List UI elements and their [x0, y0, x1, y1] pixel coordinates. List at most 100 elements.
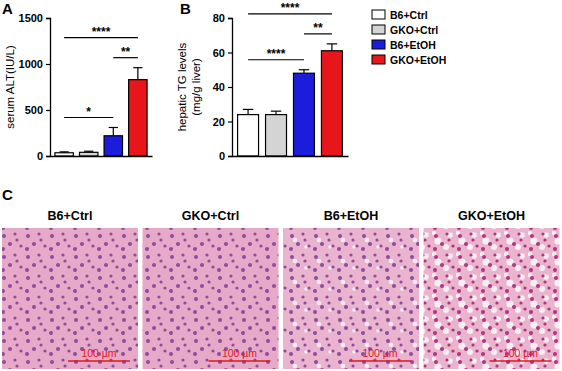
error-cap — [327, 43, 337, 44]
significance-label: ** — [313, 21, 323, 35]
significance-label: **** — [267, 47, 286, 61]
error-bar — [109, 127, 118, 135]
scale-bar-label: 100 µm — [503, 347, 538, 359]
error-bar — [299, 70, 309, 73]
legend-swatch — [372, 10, 385, 19]
legend-swatch — [372, 25, 385, 34]
y-axis-title: serum ALT(IU/L) — [4, 45, 16, 129]
y-tick-label: 0 — [37, 150, 43, 162]
y-tick-mark — [46, 156, 50, 157]
error-cap — [299, 69, 309, 70]
x-axis — [233, 156, 349, 157]
panel-label: C — [2, 186, 13, 203]
chart-panel: B 0 20 40 60 80 hepatic TG levels(mg/g liver) *… — [176, 0, 446, 162]
scale-bar — [490, 360, 552, 362]
bar — [104, 136, 122, 156]
x-axis — [51, 156, 153, 157]
y-axis-title: hepatic TG levels — [176, 42, 188, 131]
error-bar — [327, 44, 337, 51]
image-label: GKO+Ctrl — [182, 209, 239, 223]
error-stem — [113, 127, 114, 135]
legend-label: GKO+EtOH — [390, 54, 446, 66]
bar — [293, 73, 314, 156]
y-tick: 0 — [37, 150, 50, 162]
x-axis-line — [233, 156, 349, 157]
y-axis: 0 500 1000 1500 — [19, 12, 51, 162]
y-tick-mark — [228, 87, 232, 88]
y-tick: 40 — [213, 81, 232, 93]
image-label: B6+Ctrl — [48, 209, 93, 223]
histology-image — [2, 228, 138, 369]
error-cap — [133, 67, 142, 68]
y-tick-label: 80 — [213, 12, 225, 24]
error-bar — [133, 68, 142, 80]
histology-image — [424, 228, 560, 369]
scale-bar — [68, 360, 130, 362]
scale-bar — [349, 360, 411, 362]
y-tick-mark — [46, 64, 50, 65]
y-tick-label: 60 — [213, 47, 225, 59]
y-tick-label: 500 — [25, 104, 43, 116]
x-axis-line — [51, 156, 153, 157]
y-axis: 0 20 40 60 80 — [213, 12, 233, 162]
y-tick: 80 — [213, 12, 232, 24]
scale-bar-label: 100 µm — [222, 347, 257, 359]
scale-bar — [209, 360, 271, 362]
figure: A050010001500serum ALT(IU/L)*******B0204… — [0, 0, 562, 371]
histology-image — [143, 228, 279, 369]
error-bar — [243, 109, 253, 114]
y-axis-title: (mg/g liver) — [190, 58, 202, 116]
bar — [266, 115, 287, 156]
panel-label: B — [180, 0, 191, 17]
y-tick: 1000 — [19, 58, 50, 70]
y-tick: 1500 — [19, 12, 50, 24]
bar — [55, 153, 73, 156]
y-tick-label: 1500 — [19, 12, 43, 24]
error-cap — [271, 111, 281, 112]
error-cap — [60, 151, 69, 152]
scale-bar-label: 100 µm — [362, 347, 397, 359]
plot-area — [55, 68, 147, 156]
y-axis-line — [228, 19, 233, 157]
y-tick-mark — [228, 156, 232, 157]
bar — [321, 51, 342, 156]
legend: B6+Ctrl GKO+Ctrl B6+EtOH GKO+EtOH — [372, 9, 446, 66]
y-tick-label: 0 — [219, 150, 225, 162]
bar — [129, 80, 147, 156]
legend-label: GKO+Ctrl — [390, 24, 438, 36]
histology-image — [283, 228, 419, 369]
y-tick-label: 1000 — [19, 58, 43, 70]
legend-swatch — [372, 55, 385, 64]
error-cap — [243, 109, 253, 110]
plot-area — [238, 44, 343, 156]
panel-label: A — [2, 0, 13, 17]
y-tick: 20 — [213, 116, 232, 128]
image-label: GKO+EtOH — [458, 209, 525, 223]
chart-panel: A050010001500serum ALT(IU/L)******* — [2, 0, 153, 162]
y-tick-label: 40 — [213, 81, 225, 93]
legend-label: B6+EtOH — [390, 39, 436, 51]
error-bar — [84, 151, 93, 152]
error-bar — [60, 151, 69, 153]
y-tick-label: 20 — [213, 116, 225, 128]
legend-swatch — [372, 40, 385, 49]
error-bar — [271, 111, 281, 114]
error-cap — [84, 151, 93, 152]
legend-label: B6+Ctrl — [390, 9, 428, 21]
histology-panel: CB6+Ctrl100 µmGKO+Ctrl100 µmB6+EtOH100 µ… — [2, 186, 560, 369]
y-tick: 500 — [25, 104, 50, 116]
y-tick: 0 — [219, 150, 232, 162]
bar — [79, 152, 97, 156]
y-tick-mark — [228, 52, 232, 53]
significance-label: ** — [121, 45, 131, 59]
y-tick-mark — [46, 18, 50, 19]
bar — [238, 115, 259, 156]
significance-label: **** — [281, 1, 300, 15]
y-tick-mark — [228, 18, 232, 19]
y-tick-mark — [228, 121, 232, 122]
y-axis-line — [46, 19, 51, 157]
error-stem — [331, 44, 332, 51]
y-tick: 60 — [213, 47, 232, 59]
error-stem — [137, 68, 138, 80]
y-tick-mark — [46, 110, 50, 111]
